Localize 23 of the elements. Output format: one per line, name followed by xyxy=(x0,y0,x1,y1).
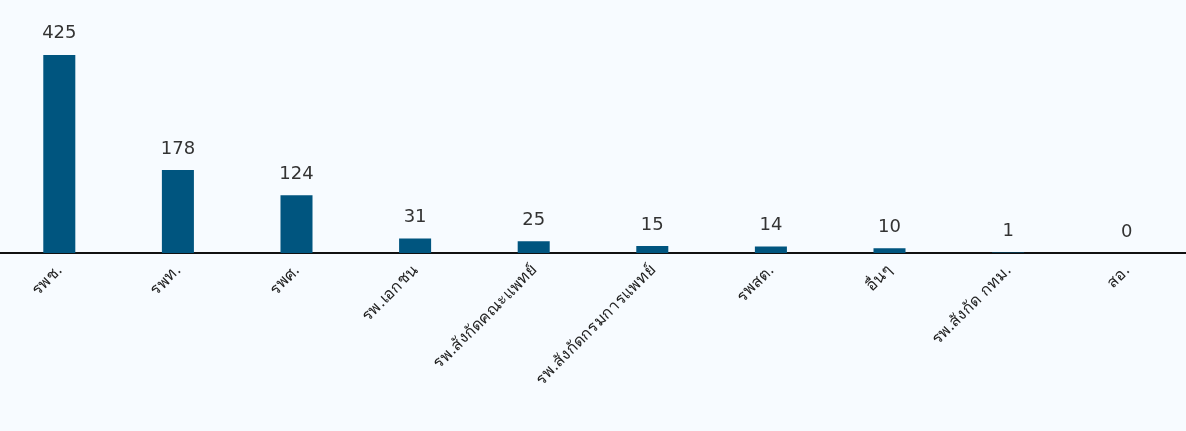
bar xyxy=(517,241,550,253)
bar xyxy=(161,170,194,253)
bar xyxy=(43,54,76,253)
data-label: 0 xyxy=(1120,219,1133,241)
bar xyxy=(636,246,669,253)
data-label: 14 xyxy=(759,212,783,234)
bar xyxy=(280,195,313,253)
bar xyxy=(754,246,787,253)
x-tick-label: อื่นๆ xyxy=(860,258,897,295)
data-label: 25 xyxy=(522,207,546,229)
data-label: 124 xyxy=(279,161,314,183)
x-tick-label: รพศ. xyxy=(264,260,304,299)
data-label: 31 xyxy=(403,205,427,227)
bar xyxy=(873,248,906,253)
x-tick-label: รพช. xyxy=(27,260,67,300)
data-label: 10 xyxy=(878,214,901,236)
data-label: 178 xyxy=(160,136,196,158)
x-tick-label: รพท. xyxy=(145,260,185,300)
x-tick-label: สอ. xyxy=(1102,260,1134,292)
bar xyxy=(399,238,432,253)
data-label: 15 xyxy=(640,212,664,234)
data-label: 425 xyxy=(42,21,77,43)
data-label: 1 xyxy=(1002,219,1014,241)
